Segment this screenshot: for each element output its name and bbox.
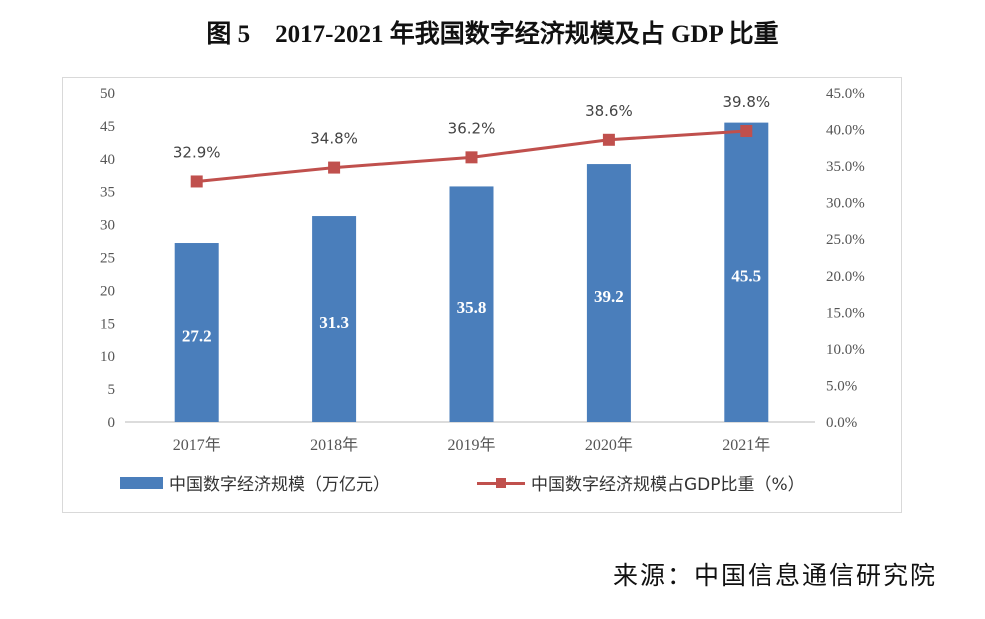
source-note: 来源：中国信息通信研究院 (612, 561, 937, 590)
right-axis-tick: 10.0% (826, 342, 865, 358)
bar (449, 186, 494, 422)
x-axis-tick: 2019年 (447, 436, 495, 454)
left-axis-tick: 15 (100, 316, 115, 332)
x-axis-tick: 2021年 (722, 436, 770, 454)
chart-title: 图 5 2017-2021 年我国数字经济规模及占 GDP 比重 (206, 21, 779, 48)
left-axis-tick: 5 (108, 382, 116, 398)
bar-data-label: 39.2 (594, 287, 624, 306)
bar (312, 216, 357, 422)
legend-swatch-line (477, 477, 525, 489)
left-axis-tick: 30 (100, 218, 115, 234)
bar-data-label: 31.3 (319, 313, 349, 332)
right-axis-tick: 30.0% (826, 196, 865, 212)
bar (174, 243, 219, 422)
line-marker (328, 161, 341, 174)
bar (724, 122, 769, 423)
x-axis-tick: 2018年 (310, 436, 358, 454)
line-data-label: 34.8% (310, 130, 358, 148)
left-axis-tick: 45 (100, 119, 115, 135)
right-axis-tick: 0.0% (826, 415, 857, 431)
bar-data-label: 45.5 (731, 266, 761, 285)
line-marker (190, 175, 203, 188)
right-axis-tick: 35.0% (826, 159, 865, 175)
left-axis-tick: 25 (100, 251, 115, 267)
left-axis-tick: 20 (100, 283, 115, 299)
left-axis-tick: 10 (100, 349, 115, 365)
line-marker (602, 133, 615, 146)
left-axis-tick: 35 (100, 185, 115, 201)
left-axis-tick: 50 (100, 86, 115, 102)
line-data-label: 39.8% (722, 93, 770, 111)
line-data-label: 32.9% (173, 143, 221, 161)
right-axis-tick: 20.0% (826, 269, 865, 285)
bar-data-label: 35.8 (457, 298, 487, 317)
right-axis-tick: 15.0% (826, 305, 865, 321)
bar-data-label: 27.2 (182, 327, 212, 346)
legend-label-bar: 中国数字经济规模（万亿元） (169, 475, 390, 495)
line-data-label: 38.6% (585, 102, 633, 120)
right-axis-tick: 25.0% (826, 232, 865, 248)
bar (586, 164, 631, 422)
right-axis-tick: 45.0% (826, 86, 865, 102)
x-axis-tick: 2020年 (585, 436, 633, 454)
line-marker (465, 151, 478, 164)
line-data-label: 36.2% (448, 119, 496, 137)
right-axis-tick: 5.0% (826, 378, 857, 394)
right-axis-tick: 40.0% (826, 123, 865, 139)
line-marker (740, 125, 753, 138)
legend-swatch-bar (120, 476, 163, 489)
chart-frame (62, 77, 902, 513)
legend-label-line: 中国数字经济规模占GDP比重（%） (531, 475, 805, 495)
left-axis-tick: 0 (108, 415, 116, 431)
left-axis-tick: 40 (100, 152, 115, 168)
legend-item-line: 中国数字经济规模占GDP比重（%） (477, 470, 805, 495)
legend-item-bar: 中国数字经济规模（万亿元） (120, 470, 390, 495)
x-axis-tick: 2017年 (173, 436, 221, 454)
